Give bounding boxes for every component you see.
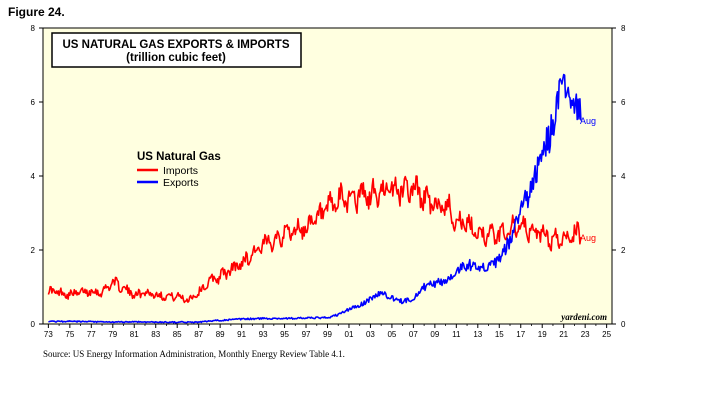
legend-title: US Natural Gas: [137, 151, 221, 163]
y-tick-label-right: 2: [621, 246, 626, 255]
title-box: US NATURAL GAS EXPORTS & IMPORTS (trilli…: [51, 32, 302, 68]
x-tick-label: 09: [430, 330, 439, 339]
chart-title: US NATURAL GAS EXPORTS & IMPORTS: [62, 39, 289, 51]
x-tick-label: 19: [538, 330, 547, 339]
legend: US Natural Gas Imports Exports: [137, 151, 221, 189]
source-note: Source: US Energy Information Administra…: [43, 349, 345, 359]
y-tick-label-left: 2: [31, 246, 36, 255]
x-tick-label: 81: [130, 330, 139, 339]
watermark: yardeni.com: [560, 312, 607, 322]
series-line-imports: [47, 175, 582, 304]
x-tick-label: 75: [65, 330, 74, 339]
series-line-exports: [48, 73, 582, 324]
plot-area: [42, 27, 613, 325]
x-tick-label: 21: [559, 330, 568, 339]
y-tick-label-right: 6: [621, 98, 626, 107]
x-tick-label: 25: [602, 330, 611, 339]
end-label-imports: Aug: [580, 233, 596, 243]
x-tick-label: 93: [259, 330, 268, 339]
x-tick-label: 89: [216, 330, 225, 339]
x-tick-label: 73: [44, 330, 53, 339]
x-tick-label: 79: [108, 330, 117, 339]
y-tick-label-left: 6: [31, 98, 36, 107]
x-tick-label: 99: [323, 330, 332, 339]
legend-label-exports: Exports: [163, 177, 199, 189]
end-label-exports: Aug: [580, 116, 596, 126]
x-tick-label: 07: [409, 330, 418, 339]
x-tick-label: 23: [581, 330, 590, 339]
x-tick-label: 17: [516, 330, 525, 339]
x-tick-label: 15: [495, 330, 504, 339]
x-tick-label: 97: [302, 330, 311, 339]
x-tick-label: 03: [366, 330, 375, 339]
x-tick-label: 95: [280, 330, 289, 339]
y-tick-label-right: 0: [621, 320, 626, 329]
y-tick-label-left: 0: [31, 320, 36, 329]
y-tick-label-right: 4: [621, 172, 626, 181]
y-tick-label-right: 8: [621, 24, 626, 33]
x-tick-label: 87: [194, 330, 203, 339]
x-tick-label: 13: [473, 330, 482, 339]
x-tick-label: 83: [151, 330, 160, 339]
y-tick-label-left: 4: [31, 172, 36, 181]
series-layer: [47, 73, 582, 324]
x-tick-label: 91: [237, 330, 246, 339]
chart-subtitle: (trillion cubic feet): [126, 52, 226, 64]
x-tick-label: 85: [173, 330, 182, 339]
axes: 73 75 77 79 81 83 85 87 89 91 93 95 97 99 01 03 05 07 09 11…: [31, 24, 626, 339]
y-tick-label-left: 8: [31, 24, 36, 33]
figure-label: Figure 24.: [8, 5, 65, 19]
x-tick-label: 77: [87, 330, 96, 339]
x-tick-label: 01: [345, 330, 354, 339]
x-tick-label: 11: [452, 330, 461, 339]
x-tick-label: 05: [387, 330, 396, 339]
legend-label-imports: Imports: [163, 165, 198, 177]
